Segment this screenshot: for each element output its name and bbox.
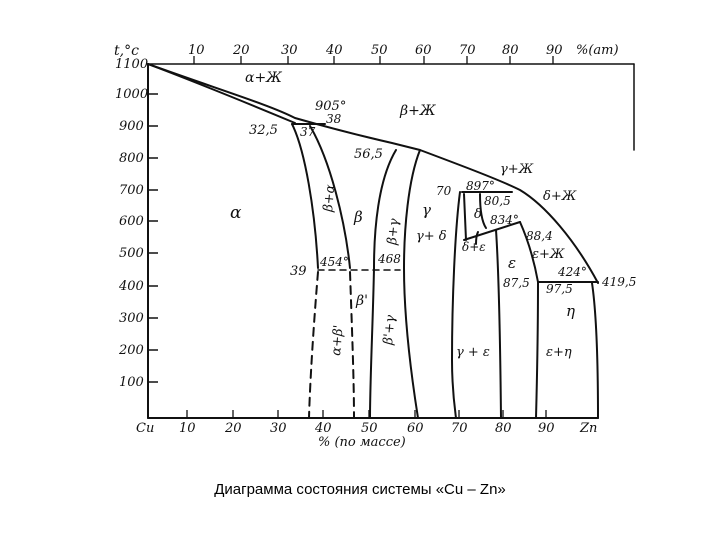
bottom-left-element: Cu — [136, 421, 154, 436]
temp-468: 468 — [377, 252, 401, 266]
solidus-alpha — [147, 63, 296, 124]
delta-left-boundary — [463, 193, 467, 241]
comp-80-5: 80,5 — [484, 194, 511, 208]
temp-834: 834° — [490, 213, 519, 227]
top-tick-10: 10 — [188, 43, 205, 58]
bottom-axis-title: % (по массе) — [318, 435, 406, 450]
phase-beta-liquid: β+Ж — [399, 103, 437, 119]
y-tick-700: 700 — [119, 183, 144, 198]
top-axis — [193, 56, 554, 64]
beta-left-low — [349, 271, 355, 419]
bottom-tick-70: 70 — [451, 421, 468, 436]
bottom-tick-90: 90 — [538, 421, 555, 436]
y-tick-200: 200 — [118, 343, 144, 358]
comp-88-4: 88,4 — [526, 229, 553, 243]
bottom-tick-20: 20 — [224, 421, 242, 436]
phase-delta: δ — [474, 207, 482, 222]
bottom-axis — [186, 410, 547, 418]
phase-epsilon: ε — [508, 254, 516, 272]
diagram-caption: Диаграмма состояния системы «Cu – Zn» — [214, 481, 506, 498]
comp-39: 39 — [290, 264, 307, 279]
y-tick-labels: 1100 1000 900 800 700 600 500 400 300 20… — [115, 57, 148, 390]
phase-gamma-liquid: γ+Ж — [500, 162, 534, 177]
y-tick-1100: 1100 — [115, 57, 148, 72]
top-tick-90: 90 — [546, 43, 563, 58]
bottom-tick-10: 10 — [179, 421, 196, 436]
top-tick-80: 80 — [502, 43, 519, 58]
comp-38: 38 — [326, 112, 342, 126]
y-axis — [148, 93, 158, 383]
phase-delta-eps: δ+ε — [462, 240, 486, 254]
phase-beta: β — [353, 208, 363, 226]
bottom-tick-60: 60 — [407, 421, 424, 436]
top-tick-50: 50 — [371, 43, 388, 58]
y-tick-400: 400 — [118, 279, 144, 294]
comp-70: 70 — [436, 184, 452, 198]
comp-56-5: 56,5 — [354, 147, 383, 162]
y-tick-600: 600 — [119, 214, 144, 229]
gamma-left-boundary — [403, 149, 421, 419]
comp-87-5: 87,5 — [503, 276, 530, 290]
y-tick-100: 100 — [119, 375, 144, 390]
top-unit-label: %(am) — [576, 43, 619, 58]
liquidus-curve — [147, 63, 599, 284]
temp-905: 905° — [315, 99, 346, 114]
comp-32-5: 32,5 — [249, 123, 278, 138]
y-tick-900: 900 — [119, 119, 144, 134]
comp-37: 37 — [300, 125, 316, 139]
phase-beta-prime-gamma: β'+γ — [381, 314, 399, 346]
y-tick-1000: 1000 — [115, 87, 148, 102]
phase-eta: η — [566, 302, 575, 320]
phase-eps-liquid: ε+Ж — [532, 247, 565, 262]
y-axis-title: t,°c — [114, 43, 139, 59]
bottom-right-element: Zn — [579, 421, 597, 436]
top-tick-70: 70 — [459, 43, 476, 58]
beta-right-boundary — [369, 149, 397, 419]
comp-97-5: 97,5 — [546, 282, 573, 296]
top-tick-60: 60 — [415, 43, 432, 58]
epsilon-right-boundary — [519, 221, 539, 419]
beta-left-boundary — [309, 125, 351, 269]
alpha-solvus-low — [308, 271, 319, 419]
bottom-tick-30: 30 — [270, 421, 287, 436]
phase-delta-liquid: δ+Ж — [543, 189, 577, 204]
bottom-tick-labels: Cu 10 20 30 40 50 60 70 80 90 Zn % (по м… — [136, 421, 597, 450]
temp-897: 897° — [466, 179, 495, 193]
top-tick-40: 40 — [325, 43, 343, 58]
phase-alpha-liquid: α+Ж — [245, 70, 283, 86]
bottom-tick-80: 80 — [495, 421, 512, 436]
temp-454: 454° — [319, 255, 349, 269]
phase-gamma-eps: γ + ε — [456, 345, 490, 360]
phase-alpha: α — [230, 203, 242, 223]
phase-alpha-beta-prime: α+β' — [329, 324, 347, 356]
eta-boundary — [591, 282, 599, 419]
eutectoid-594-line — [463, 221, 521, 241]
top-tick-labels: 10 20 30 40 50 60 70 80 90 %(am) — [188, 43, 619, 58]
delta-eps-boundary — [475, 231, 479, 245]
temp-419: 419,5 — [601, 275, 636, 289]
phase-beta-prime: β' — [355, 293, 368, 309]
top-tick-20: 20 — [232, 43, 250, 58]
gamma-right-boundary — [451, 191, 461, 419]
phase-gamma-delta: γ+ δ — [416, 229, 447, 244]
bottom-tick-50: 50 — [361, 421, 378, 436]
phase-beta-gamma: β+γ — [385, 218, 402, 247]
phase-alpha-beta: β+α — [321, 184, 338, 214]
temp-424: 424° — [557, 265, 587, 279]
alpha-solvus — [291, 123, 319, 269]
phase-gamma: γ — [422, 201, 431, 219]
y-tick-500: 500 — [119, 246, 144, 261]
phase-eps-eta: ε+η — [546, 345, 572, 360]
axes-frame — [147, 63, 635, 419]
y-tick-300: 300 — [119, 311, 144, 326]
bottom-tick-40: 40 — [314, 421, 332, 436]
delta-right-boundary — [479, 193, 487, 229]
epsilon-left-boundary — [495, 229, 502, 419]
top-tick-30: 30 — [281, 43, 298, 58]
y-tick-800: 800 — [119, 151, 144, 166]
